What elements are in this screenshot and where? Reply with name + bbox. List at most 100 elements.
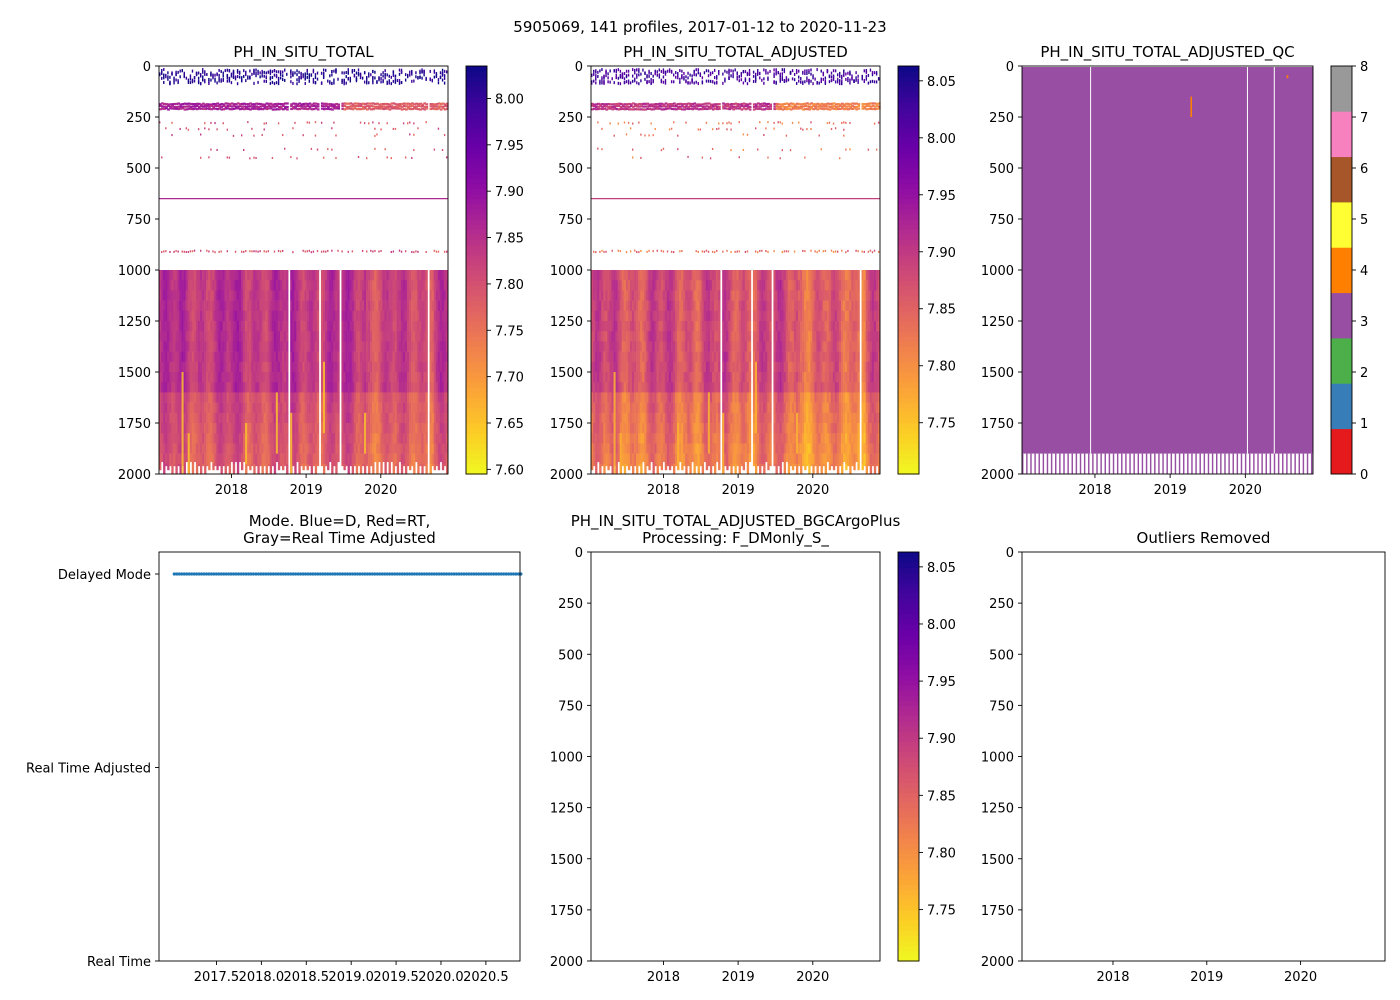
heat-cell	[368, 453, 371, 465]
heat-cell	[625, 107, 629, 110]
heat-cell	[331, 300, 334, 312]
heat-cell	[613, 361, 616, 373]
heat-cell	[388, 105, 392, 108]
heat-cell	[267, 300, 270, 312]
heat-cell	[376, 463, 379, 475]
heat-cell	[648, 290, 651, 301]
heat-cell	[597, 121, 599, 124]
heat-cell	[163, 73, 165, 77]
heat-cell	[308, 105, 312, 108]
heat-cell	[240, 412, 244, 424]
heat-cell	[286, 372, 289, 383]
heat-cell	[159, 361, 162, 373]
heat-cell	[400, 412, 404, 424]
heat-cell	[325, 423, 328, 434]
heat-cell	[210, 310, 213, 322]
heat-cell	[212, 423, 215, 434]
heat-cell	[411, 71, 413, 75]
heat-cell	[595, 74, 597, 78]
colorbar-swatch	[466, 234, 487, 240]
heat-cell	[611, 402, 614, 414]
heat-cell	[284, 78, 286, 82]
heat-cell	[359, 372, 363, 383]
heat-cell	[648, 134, 650, 137]
heat-cell	[361, 402, 365, 414]
heat-cell	[238, 433, 242, 444]
heat-cell	[423, 412, 426, 424]
heat-cell	[255, 102, 258, 105]
heat-cell	[308, 341, 311, 352]
heat-cell	[353, 270, 357, 281]
heat-cell	[615, 108, 619, 111]
heat-cell	[175, 331, 178, 342]
heat-cell	[392, 310, 396, 322]
heat-cell	[439, 361, 443, 373]
heat-cell	[380, 331, 383, 342]
heat-cell	[228, 331, 232, 342]
heat-cell	[322, 68, 325, 72]
heat-cell	[224, 290, 227, 301]
heat-cell	[193, 105, 197, 108]
heat-cell	[183, 433, 186, 444]
heat-cell	[290, 156, 292, 159]
heat-cell	[617, 108, 621, 111]
heat-cell	[273, 105, 277, 108]
heat-cell	[417, 250, 419, 253]
heat-cell	[302, 423, 305, 434]
heat-cell	[159, 300, 162, 312]
heat-cell	[668, 310, 672, 322]
heat-cell	[445, 270, 449, 281]
heat-cell	[394, 310, 398, 322]
heat-cell	[165, 443, 168, 454]
heat-cell	[204, 392, 207, 403]
heat-cell	[605, 300, 608, 312]
heat-cell	[634, 310, 637, 322]
heat-cell	[279, 331, 283, 342]
heat-cell	[161, 443, 164, 454]
heat-cell	[396, 372, 400, 383]
heat-cell	[407, 402, 410, 414]
heat-cell	[197, 71, 200, 75]
heat-cell	[400, 402, 404, 414]
heat-cell	[306, 351, 309, 363]
heat-cell	[603, 423, 606, 434]
heat-cell	[398, 351, 402, 363]
heat-cell	[431, 382, 434, 393]
heat-cell	[259, 102, 263, 106]
heat-cell	[349, 412, 352, 424]
heat-cell	[437, 102, 441, 105]
heat-cell	[277, 361, 281, 373]
heat-cell	[314, 443, 318, 454]
heat-cell	[619, 82, 622, 86]
heat-cell	[372, 69, 374, 73]
heat-cell	[607, 331, 610, 342]
heat-cell	[380, 300, 383, 312]
heat-cell	[286, 443, 289, 454]
heat-cell	[240, 310, 244, 322]
heat-cell	[443, 361, 447, 373]
heat-cell	[601, 372, 604, 383]
heat-cell	[384, 423, 387, 434]
heat-cell	[650, 103, 654, 106]
heat-cell	[320, 71, 323, 75]
heat-cell	[419, 280, 422, 291]
heat-cell	[322, 72, 325, 76]
heat-cell	[230, 81, 233, 85]
heat-cell	[390, 157, 393, 160]
heat-cell	[658, 75, 661, 79]
heat-cell	[267, 70, 270, 74]
heat-cell	[259, 402, 262, 414]
heat-cell	[376, 133, 378, 136]
heat-cell	[281, 290, 285, 301]
heat-cell	[386, 453, 389, 463]
heat-cell	[189, 81, 192, 85]
heat-cell	[269, 361, 273, 373]
heat-cell	[404, 331, 408, 342]
heat-cell	[615, 70, 617, 74]
heat-cell	[607, 433, 610, 444]
heat-cell	[638, 423, 641, 434]
heat-cell	[245, 412, 248, 424]
heat-cell	[167, 463, 170, 471]
heat-cell	[185, 443, 188, 454]
heat-cell	[402, 392, 406, 403]
